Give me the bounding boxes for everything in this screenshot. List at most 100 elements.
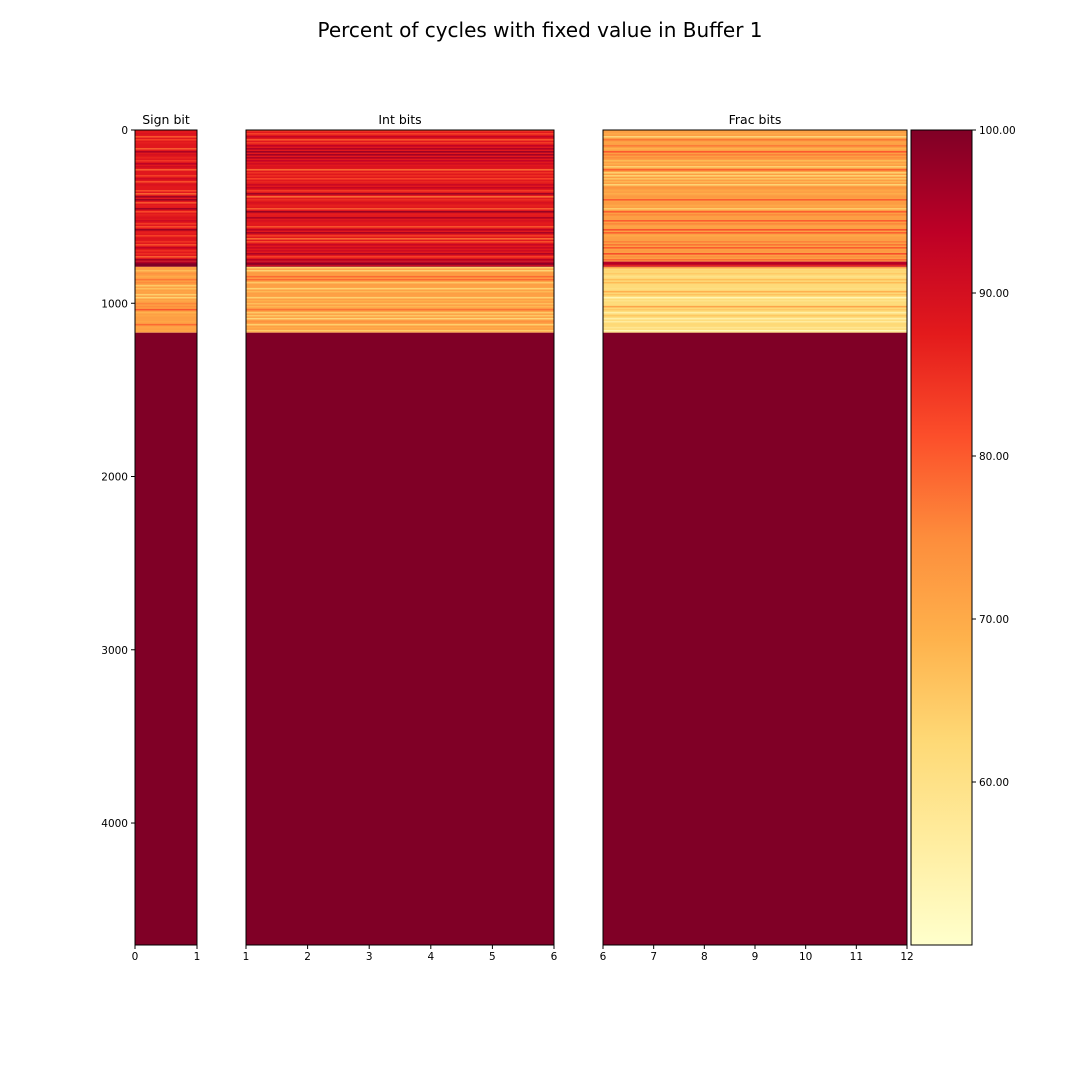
heatmap-stripe — [246, 202, 554, 204]
heatmap-stripe — [246, 235, 554, 237]
heatmap-stripe — [603, 284, 907, 287]
heatmap-band — [135, 332, 197, 945]
x-tick-label: 1 — [243, 951, 250, 963]
heatmap-stripe — [135, 220, 197, 222]
y-tick-label: 1000 — [101, 298, 128, 310]
colorbar-gradient — [910, 129, 973, 946]
heatmap-stripe — [603, 229, 907, 231]
heatmap-stripe — [135, 323, 197, 326]
heatmap-stripe — [603, 139, 907, 141]
heatmap-stripe — [603, 196, 907, 198]
heatmap-stripe — [246, 193, 554, 195]
heatmap-stripe — [135, 329, 197, 332]
heatmap-stripe — [135, 311, 197, 314]
heatmap-stripe — [603, 157, 907, 159]
heatmap-stripe — [603, 169, 907, 171]
heatmap-stripe — [135, 308, 197, 311]
colorbar-tick-label: 60.00 — [979, 777, 1009, 789]
heatmap-stripe — [603, 190, 907, 192]
panel-frac-bits: Frac bits 6 7 8 9 10 11 12 — [600, 112, 914, 963]
heatmap-frac-bits — [603, 130, 907, 945]
heatmap-stripe — [246, 190, 554, 192]
heatmap-stripe — [135, 272, 197, 275]
heatmap-stripe — [246, 166, 554, 168]
heatmap-stripe — [246, 217, 554, 219]
heatmap-stripe — [246, 256, 554, 258]
y-tick-label: 2000 — [101, 472, 128, 484]
heatmap-stripe — [135, 305, 197, 308]
x-tick-label: 10 — [799, 951, 812, 963]
heatmap-stripe — [603, 250, 907, 252]
heatmap-stripe — [603, 329, 907, 332]
heatmap-stripe — [603, 308, 907, 311]
heatmap-sign-bit — [135, 130, 197, 945]
heatmap-stripe — [135, 202, 197, 204]
x-tick-label: 12 — [900, 951, 913, 963]
colorbar-tick-label: 90.00 — [979, 288, 1009, 300]
heatmap-stripe — [135, 266, 197, 269]
heatmap-stripe — [246, 172, 554, 174]
heatmap-stripe — [135, 250, 197, 252]
y-tick-label: 4000 — [101, 818, 128, 830]
heatmap-stripe — [135, 229, 197, 231]
heatmap-stripe — [603, 217, 907, 219]
heatmap-stripe — [603, 136, 907, 138]
heatmap-stripe — [135, 238, 197, 240]
heatmap-stripe — [135, 208, 197, 210]
heatmap-stripe — [246, 323, 554, 326]
heatmap-stripe — [246, 287, 554, 290]
heatmap-stripe — [603, 238, 907, 240]
x-ticks-frac-bits: 6 7 8 9 10 11 12 — [600, 945, 914, 963]
heatmap-stripe — [135, 281, 197, 284]
heatmap-stripe — [135, 235, 197, 237]
heatmap-stripe — [246, 196, 554, 198]
heatmap-stripe — [603, 314, 907, 317]
heatmap-stripe — [603, 305, 907, 308]
heatmap-stripe — [246, 184, 554, 186]
heatmap-stripe — [603, 220, 907, 222]
y-tick-label: 0 — [121, 125, 128, 137]
x-tick-label: 7 — [650, 951, 657, 963]
heatmap-stripe — [246, 326, 554, 329]
heatmap-stripe — [135, 290, 197, 293]
heatmap-stripe — [135, 278, 197, 281]
heatmap-stripe — [246, 139, 554, 141]
heatmap-stripe — [135, 187, 197, 189]
heatmap-band — [246, 261, 554, 267]
heatmap-stripe — [603, 323, 907, 326]
heatmap-stripe — [246, 223, 554, 225]
heatmap-stripe — [135, 284, 197, 287]
heatmap-stripe — [603, 142, 907, 144]
heatmap-stripe — [135, 232, 197, 234]
heatmap-stripe — [135, 130, 197, 132]
heatmap-stripe — [603, 145, 907, 147]
heatmap-stripe — [135, 151, 197, 153]
heatmap-stripe — [135, 166, 197, 168]
heatmap-stripe — [603, 130, 907, 132]
heatmap-band — [246, 332, 554, 945]
heatmap-stripe — [246, 142, 554, 144]
heatmap-stripe — [246, 187, 554, 189]
heatmap-stripe — [246, 278, 554, 281]
x-tick-label: 5 — [489, 951, 496, 963]
heatmap-stripe — [603, 272, 907, 275]
heatmap-stripe — [246, 214, 554, 216]
panel-int-bits: Int bits 1 2 3 4 5 6 — [243, 112, 558, 963]
heatmap-stripe — [135, 223, 197, 225]
heatmap-stripe — [603, 241, 907, 243]
heatmap-stripe — [246, 160, 554, 162]
panel-title-int-bits: Int bits — [378, 112, 421, 127]
x-tick-label: 8 — [701, 951, 708, 963]
heatmap-stripe — [246, 296, 554, 299]
heatmap-stripe — [246, 148, 554, 150]
heatmap-stripe — [135, 264, 197, 267]
heatmap-stripe — [603, 223, 907, 225]
heatmap-stripe — [603, 214, 907, 216]
heatmap-stripe — [603, 187, 907, 189]
heatmap-stripe — [603, 211, 907, 213]
heatmap-stripe — [246, 145, 554, 147]
heatmap-stripe — [135, 181, 197, 183]
x-tick-label: 4 — [427, 951, 434, 963]
heatmap-stripe — [246, 220, 554, 222]
